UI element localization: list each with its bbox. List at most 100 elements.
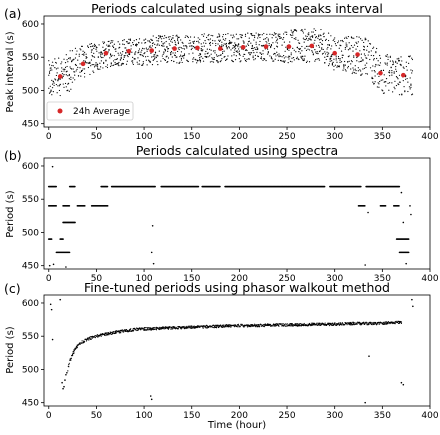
data-point: [123, 330, 125, 332]
data-point: [389, 322, 391, 325]
data-point: [135, 51, 137, 53]
data-point: [208, 33, 210, 36]
data-point: [305, 37, 308, 39]
data-point: [372, 46, 375, 48]
data-point: [398, 83, 400, 86]
data-point: [161, 55, 163, 57]
data-point: [48, 71, 51, 73]
data-point: [249, 54, 251, 56]
data-point: [360, 70, 362, 72]
data-point: [402, 221, 405, 224]
data-point: [145, 47, 147, 49]
data-point: [50, 67, 52, 69]
data-point: [214, 40, 216, 42]
data-point: [120, 332, 122, 334]
data-point: [122, 329, 124, 331]
data-point: [149, 328, 151, 330]
data-point: [137, 328, 139, 330]
data-point: [335, 323, 338, 325]
data-point: [104, 332, 107, 334]
data-point: [345, 36, 347, 38]
data-point: [250, 326, 252, 328]
data-point: [170, 52, 172, 54]
data-point: [275, 325, 277, 327]
y-axis-label: Period (s): [5, 190, 16, 237]
data-point: [225, 42, 228, 45]
x-tick-label: 150: [183, 132, 200, 142]
data-point: [255, 41, 257, 43]
data-point: [154, 185, 156, 188]
data-point: [270, 57, 273, 59]
data-point: [156, 44, 158, 46]
data-point: [263, 38, 265, 40]
data-point: [352, 71, 354, 73]
data-point: [151, 328, 153, 331]
data-point: [378, 321, 380, 323]
data-point: [87, 45, 89, 47]
data-point: [375, 322, 377, 324]
data-point: [52, 65, 54, 67]
data-point: [325, 38, 327, 40]
data-point: [279, 55, 282, 57]
data-point: [144, 327, 147, 329]
data-point: [291, 57, 293, 59]
data-point: [200, 56, 202, 58]
data-point: [301, 324, 303, 326]
data-point: [262, 53, 264, 55]
data-point: [323, 323, 325, 325]
data-point: [100, 60, 102, 62]
data-point: [313, 324, 315, 326]
data-point: [55, 185, 57, 188]
data-point: [276, 46, 279, 48]
data-point: [199, 61, 202, 63]
data-point: [96, 63, 99, 65]
data-point: [320, 35, 322, 37]
data-point: [251, 34, 253, 37]
data-point: [311, 323, 313, 325]
x-tick-label: 50: [91, 411, 103, 421]
data-point: [376, 73, 378, 75]
y-tick-label: 500: [22, 86, 39, 96]
data-point: [63, 70, 65, 72]
data-point: [143, 327, 146, 329]
data-point: [322, 48, 324, 51]
data-point: [300, 325, 302, 327]
data-point: [214, 50, 216, 52]
data-point: [287, 62, 289, 64]
data-point: [410, 86, 412, 88]
data-point: [385, 85, 387, 87]
data-point: [55, 79, 57, 81]
data-point: [67, 61, 69, 63]
data-point: [321, 48, 323, 50]
data-point: [224, 39, 226, 41]
data-point: [267, 38, 269, 40]
data-point: [339, 323, 342, 326]
data-point: [191, 47, 193, 49]
data-point: [373, 58, 375, 60]
data-point: [395, 68, 397, 70]
data-point: [205, 50, 207, 53]
data-point: [168, 38, 170, 40]
data-point: [151, 56, 153, 58]
data-point: [87, 46, 90, 49]
data-point: [154, 54, 156, 56]
data-point: [49, 85, 51, 87]
data-point: [228, 40, 231, 42]
data-point: [250, 33, 253, 35]
data-point: [327, 53, 329, 55]
data-point: [254, 326, 257, 328]
data-point: [395, 75, 398, 78]
data-point: [411, 93, 414, 95]
data-point: [214, 326, 216, 328]
data-point: [69, 50, 71, 52]
x-tick-label: 400: [421, 132, 438, 142]
data-point: [86, 62, 88, 64]
data-point: [359, 69, 361, 71]
data-point: [89, 336, 91, 338]
data-point: [283, 33, 285, 35]
average-point: [126, 48, 132, 54]
data-point: [320, 323, 322, 325]
data-point: [374, 66, 376, 68]
data-point: [90, 65, 92, 67]
data-point: [308, 49, 311, 51]
